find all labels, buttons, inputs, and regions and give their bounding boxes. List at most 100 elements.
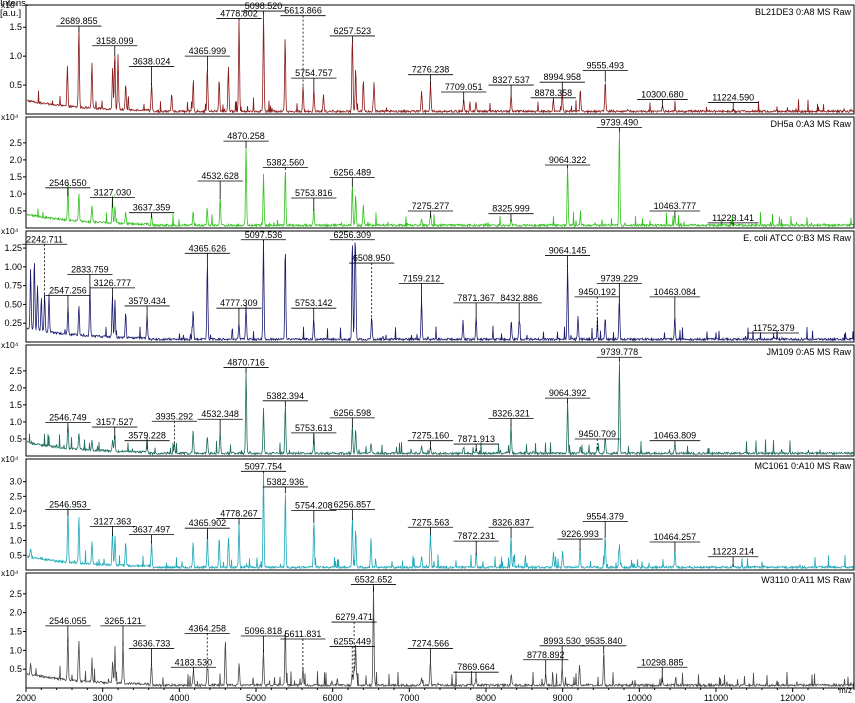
peak-label: 10300.680 [641, 90, 684, 100]
peak-label: 4870.258 [227, 131, 265, 141]
peak-label: 8432.886 [500, 293, 538, 303]
peak-label: 9739.778 [601, 347, 639, 357]
scale-label: x10⁴ [1, 454, 19, 464]
peak-label: 3579.228 [128, 431, 166, 441]
spectrum-trace [26, 471, 854, 570]
panel-title: MC1061 0:A10 MS Raw [754, 461, 851, 471]
peak-label: 2546.953 [49, 500, 87, 510]
peak-label: 6256.857 [334, 500, 372, 510]
scale-label: x10⁴ [1, 568, 19, 578]
y-tick-label: 0.5 [9, 80, 22, 90]
peak-label: 10298.885 [641, 657, 684, 667]
panel-title: W3110 0:A11 MS Raw [761, 575, 851, 585]
peak-label: 7275.277 [412, 201, 450, 211]
x-tick-label: 11000 [704, 693, 728, 703]
peak-label: 9226.993 [561, 529, 599, 539]
peak-label: 4532.348 [201, 409, 239, 419]
y-tick-label: 1.25 [4, 243, 22, 253]
peak-label: 2833.759 [71, 264, 109, 274]
y-tick-label: 1.0 [9, 417, 22, 427]
x-tick-label: 2000 [16, 693, 36, 703]
peak-label: 8327.537 [492, 75, 530, 85]
peak-label: 3157.527 [96, 417, 134, 427]
spectrum-trace [26, 13, 854, 114]
peak-label: 8993.530 [543, 636, 581, 646]
y-tick-label: 1.5 [9, 400, 22, 410]
peak-label: 3265.121 [104, 616, 142, 626]
peak-label: 10464.257 [654, 532, 697, 542]
peak-label: 8326.837 [492, 517, 530, 527]
y-tick-label: 2.5 [9, 491, 22, 501]
peak-label: 6279.471 [335, 612, 373, 622]
peak-label: 3637.359 [133, 203, 171, 213]
panel-title: DH5a 0:A3 MS Raw [770, 119, 851, 129]
peak-label: 7276.238 [412, 65, 450, 75]
peak-label: 9450.709 [578, 429, 616, 439]
y-tick-label: 1.0 [9, 51, 22, 61]
x-tick-label: 6000 [323, 693, 343, 703]
peak-label: 2689.855 [60, 16, 98, 26]
peak-label: 4778.802 [220, 9, 258, 19]
scale-label: x10⁴ [1, 340, 19, 350]
peak-label: 9554.379 [586, 511, 624, 521]
peak-label: 9064.322 [549, 155, 587, 165]
spectrum-trace [26, 239, 854, 342]
peak-label: 7872.231 [457, 531, 495, 541]
y-tick-label: 0.5 [9, 664, 22, 674]
peak-label: 2546.550 [49, 178, 87, 188]
peak-label: 3127.030 [94, 187, 132, 197]
intensity-label-line1: Intens. [0, 0, 29, 9]
peak-label: 6532.652 [355, 574, 393, 584]
peak-label: 4777.309 [220, 298, 258, 308]
peak-label: 8325.999 [492, 204, 530, 214]
peak-label: 8994.958 [544, 72, 582, 82]
peak-label: 3127.363 [94, 516, 132, 526]
peak-label: 5382.394 [267, 391, 305, 401]
intensity-axis-label: Intens. [a.u.] [0, 0, 29, 19]
x-tick-label: 7000 [399, 693, 419, 703]
peak-label: 5096.818 [245, 626, 283, 636]
panel-title: JM109 0:A5 MS Raw [766, 347, 851, 357]
peak-label: 3158.099 [96, 36, 134, 46]
peak-label: 2546.055 [49, 616, 87, 626]
peak-label: 9739.490 [601, 118, 639, 128]
peak-label: 4778.267 [220, 508, 258, 518]
peak-label: 4365.999 [189, 46, 227, 56]
spectrum-trace [26, 132, 854, 228]
scale-label: x10⁴ [1, 0, 19, 10]
peak-label: 5754.757 [295, 68, 333, 78]
peak-label: 8778.892 [527, 650, 565, 660]
peak-label: 5611.831 [284, 629, 321, 639]
y-tick-label: 2.0 [9, 155, 22, 165]
peak-label: 5613.866 [284, 6, 322, 16]
peak-label: 6256.309 [334, 230, 372, 240]
x-axis-label: m/z [839, 686, 852, 695]
x-tick-label: 5000 [246, 693, 266, 703]
peak-label: 6255.449 [333, 637, 371, 647]
y-tick-label: 2.0 [9, 608, 22, 618]
x-tick-label: 12000 [780, 693, 805, 703]
peak-label: 3935.292 [156, 411, 194, 421]
peak-label: 10463.777 [654, 201, 697, 211]
peak-label: 10463.084 [654, 287, 697, 297]
scale-label: x10⁴ [1, 112, 19, 122]
y-tick-label: 1.5 [9, 22, 22, 32]
panel-frame [25, 458, 855, 571]
peak-label: 9064.392 [549, 388, 587, 398]
peak-label: 2546.749 [49, 413, 87, 423]
panel-title: E. coli ATCC 0:B3 MS Raw [743, 233, 851, 243]
y-tick-label: 2.0 [9, 506, 22, 516]
y-tick-label: 1.5 [9, 627, 22, 637]
x-tick-label: 10000 [627, 693, 652, 703]
panel-frame [25, 116, 855, 229]
peak-label: 9739.229 [601, 273, 639, 283]
peak-label: 3579.434 [128, 296, 166, 306]
y-tick-label: 2.5 [9, 589, 22, 599]
y-tick-label: 1.00 [4, 262, 22, 272]
peak-label: 5097.754 [245, 461, 283, 471]
peak-label: 5753.613 [295, 423, 333, 433]
panel-frame [25, 344, 855, 457]
y-tick-label: 2.0 [9, 383, 22, 393]
